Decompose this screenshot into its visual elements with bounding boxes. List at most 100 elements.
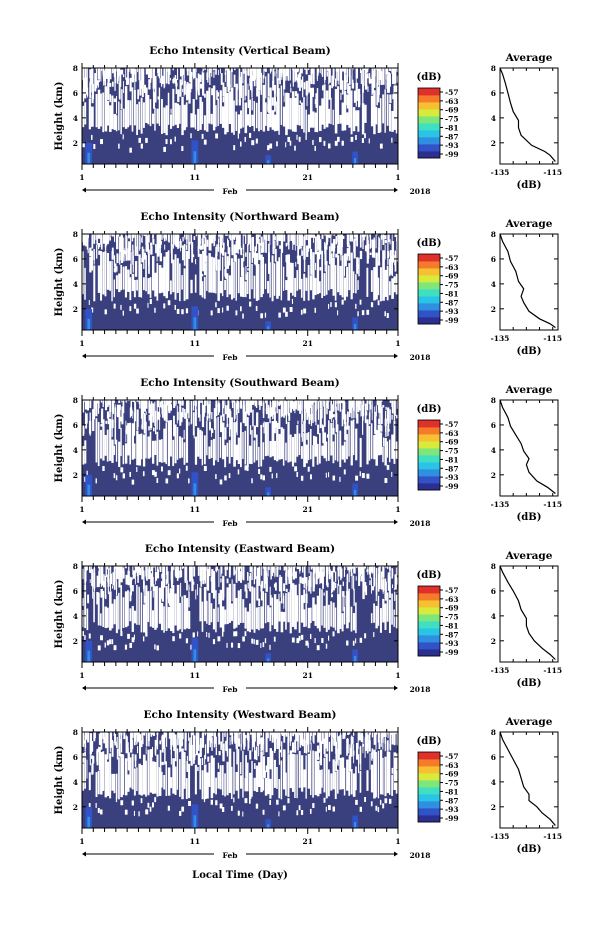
no-echo-band bbox=[332, 257, 335, 296]
no-echo-streak bbox=[334, 302, 337, 308]
no-echo-streak bbox=[226, 732, 228, 741]
no-echo-streak bbox=[335, 571, 337, 582]
no-echo-band bbox=[316, 595, 320, 629]
no-echo-streak bbox=[375, 567, 378, 593]
no-echo-streak bbox=[258, 573, 260, 576]
no-echo-band bbox=[289, 262, 293, 293]
no-echo-band bbox=[343, 277, 347, 301]
no-echo-streak bbox=[325, 234, 328, 240]
no-echo-streak bbox=[294, 746, 297, 753]
no-echo-streak bbox=[132, 250, 134, 261]
no-echo-streak bbox=[129, 147, 132, 153]
no-echo-streak bbox=[296, 68, 299, 70]
no-echo-streak bbox=[184, 578, 187, 583]
no-echo-band bbox=[156, 754, 159, 797]
no-echo-streak bbox=[330, 400, 333, 417]
no-echo-band bbox=[111, 603, 114, 629]
no-echo-streak bbox=[272, 246, 275, 254]
no-echo-streak bbox=[294, 566, 297, 568]
no-echo-streak bbox=[167, 805, 170, 811]
no-echo-streak bbox=[181, 82, 183, 86]
no-echo-streak bbox=[256, 576, 259, 601]
no-echo-band bbox=[348, 425, 350, 457]
no-echo-streak bbox=[161, 573, 164, 579]
no-echo-band bbox=[319, 281, 321, 294]
no-echo-streak bbox=[315, 408, 317, 426]
no-echo-streak bbox=[385, 406, 387, 411]
no-echo-streak bbox=[391, 414, 393, 420]
no-echo-band bbox=[305, 755, 307, 799]
no-echo-band bbox=[113, 279, 115, 298]
no-echo-streak bbox=[247, 582, 249, 589]
no-echo-streak bbox=[307, 642, 309, 648]
no-echo-streak bbox=[123, 81, 125, 94]
no-echo-streak bbox=[218, 732, 221, 745]
no-echo-band bbox=[163, 256, 166, 297]
no-echo-band bbox=[131, 753, 134, 790]
no-echo-streak bbox=[371, 751, 374, 758]
no-echo-band bbox=[253, 275, 256, 299]
no-echo-streak bbox=[120, 800, 124, 806]
no-echo-streak bbox=[256, 732, 259, 747]
echo-event-core bbox=[193, 649, 197, 662]
no-echo-streak bbox=[340, 400, 343, 404]
no-echo-streak bbox=[219, 234, 223, 254]
no-echo-streak bbox=[332, 414, 335, 418]
no-echo-streak bbox=[357, 732, 359, 749]
no-echo-streak bbox=[326, 434, 330, 438]
colorbar-tick-label: -57 bbox=[445, 254, 459, 263]
no-echo-streak bbox=[337, 566, 340, 577]
heatmap bbox=[82, 732, 399, 828]
no-echo-streak bbox=[148, 566, 151, 580]
no-echo-band bbox=[104, 86, 108, 132]
no-echo-band bbox=[305, 603, 307, 627]
no-echo-streak bbox=[225, 234, 228, 236]
no-echo-streak bbox=[339, 734, 342, 755]
no-echo-streak bbox=[270, 68, 272, 74]
no-echo-streak bbox=[122, 473, 126, 479]
no-echo-band bbox=[133, 768, 136, 796]
no-echo-streak bbox=[120, 234, 123, 239]
no-echo-streak bbox=[204, 566, 206, 580]
no-echo-streak bbox=[263, 566, 266, 577]
no-echo-streak bbox=[155, 410, 157, 435]
no-echo-streak bbox=[353, 90, 357, 103]
no-echo-streak bbox=[287, 732, 290, 754]
no-echo-streak bbox=[161, 234, 163, 240]
no-echo-band bbox=[154, 440, 157, 456]
no-echo-band bbox=[348, 588, 350, 623]
no-echo-streak bbox=[233, 145, 236, 151]
no-echo-streak bbox=[348, 242, 350, 246]
no-echo-band bbox=[183, 442, 186, 465]
no-echo-streak bbox=[254, 750, 257, 760]
no-echo-streak bbox=[278, 593, 280, 602]
no-echo-streak bbox=[118, 566, 121, 588]
no-echo-streak bbox=[176, 473, 179, 479]
no-echo-band bbox=[258, 264, 260, 301]
no-echo-streak bbox=[271, 473, 273, 479]
no-echo-streak bbox=[120, 304, 122, 310]
no-echo-streak bbox=[384, 244, 386, 260]
no-echo-streak bbox=[84, 400, 88, 410]
no-echo-streak bbox=[163, 408, 166, 421]
no-echo-streak bbox=[276, 400, 278, 414]
no-echo-streak bbox=[261, 737, 264, 750]
no-echo-band bbox=[149, 99, 152, 127]
no-echo-band bbox=[237, 437, 240, 465]
x-tick-label: 1 bbox=[395, 173, 400, 182]
no-echo-streak bbox=[343, 732, 346, 739]
no-echo-streak bbox=[279, 245, 282, 249]
no-echo-streak bbox=[287, 400, 290, 416]
no-echo-streak bbox=[276, 799, 279, 805]
no-echo-streak bbox=[93, 732, 96, 742]
no-echo-streak bbox=[200, 400, 203, 403]
echo-event-core bbox=[353, 324, 357, 330]
no-echo-streak bbox=[326, 732, 329, 752]
no-echo-band bbox=[386, 592, 389, 622]
no-echo-streak bbox=[359, 806, 363, 812]
no-echo-band bbox=[328, 604, 330, 630]
no-echo-streak bbox=[221, 631, 224, 637]
no-echo-streak bbox=[314, 236, 317, 255]
no-echo-streak bbox=[86, 400, 90, 411]
no-echo-band bbox=[199, 96, 202, 130]
